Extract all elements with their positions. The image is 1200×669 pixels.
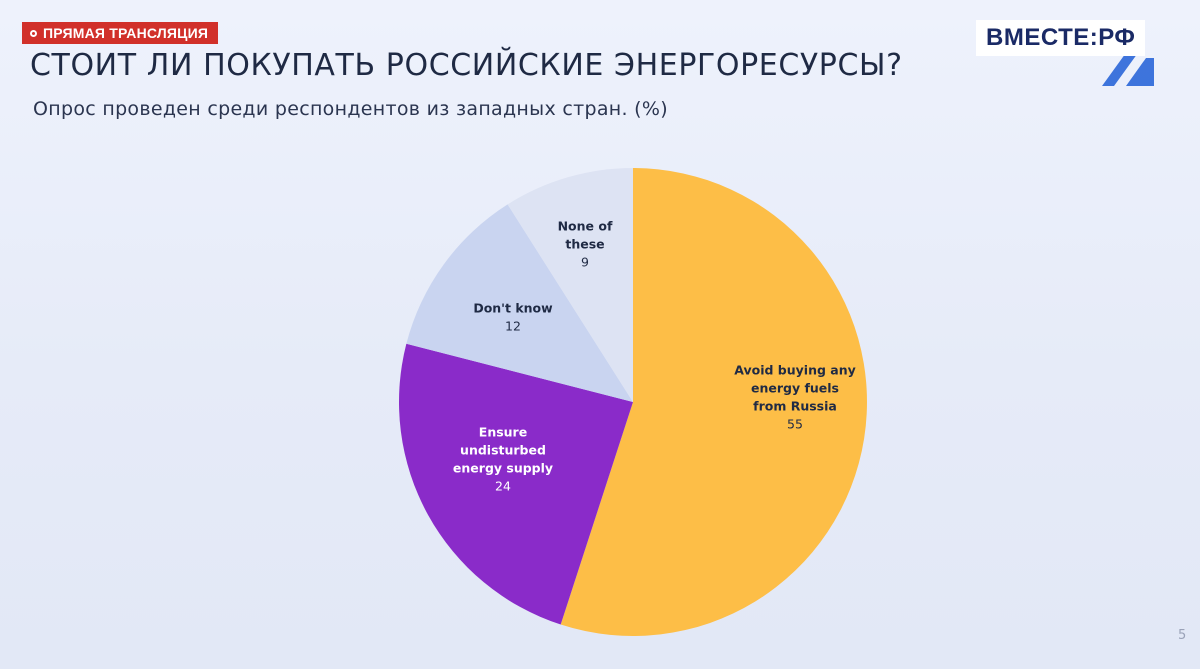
pie-slice-0-value: 55 bbox=[787, 417, 803, 432]
pie-slice-1-label-line-0: Ensure bbox=[479, 425, 527, 440]
channel-logo-mark-icon bbox=[1102, 50, 1154, 86]
slide-subtitle: Опрос проведен среди респондентов из зап… bbox=[33, 98, 668, 120]
pie-labels: Avoid buying any energy fuels from Russia 5… bbox=[453, 219, 856, 494]
live-broadcast-badge: ПРЯМАЯ ТРАНСЛЯЦИЯ bbox=[22, 22, 219, 44]
slide-title: СТОИТ ЛИ ПОКУПАТЬ РОССИЙСКИЕ ЭНЕРГОРЕСУР… bbox=[30, 48, 903, 83]
pie-slice-0-label-line-1: energy fuels bbox=[751, 381, 839, 396]
pie-slice-2-label-line-0: Don't know bbox=[473, 301, 553, 316]
pie-slice-3-label-line-0: None of bbox=[558, 219, 613, 234]
page-number: 5 bbox=[1178, 628, 1187, 643]
pie-slices bbox=[398, 168, 867, 636]
pie-slice-3-value: 9 bbox=[581, 255, 589, 270]
pie-slice-1-value: 24 bbox=[495, 479, 511, 494]
pie-slice-1 bbox=[398, 343, 633, 625]
channel-logo: ВМЕСТЕ:РФ bbox=[976, 14, 1176, 86]
live-broadcast-label: ПРЯМАЯ ТРАНСЛЯЦИЯ bbox=[43, 25, 209, 41]
pie-slice-2 bbox=[406, 204, 633, 402]
pie-slice-0-label-line-0: Avoid buying any bbox=[734, 363, 856, 378]
pie-slice-1-label-line-1: undisturbed bbox=[460, 443, 546, 458]
live-dot-icon bbox=[30, 29, 37, 37]
pie-slice-1-label-line-2: energy supply bbox=[453, 461, 553, 476]
pie-slice-0-label-line-2: from Russia bbox=[753, 399, 837, 414]
channel-logo-text: ВМЕСТЕ:РФ bbox=[976, 20, 1146, 56]
pie-slice-3-label-line-1: these bbox=[565, 237, 604, 252]
pie-slice-0 bbox=[560, 168, 867, 636]
pie-slice-3 bbox=[507, 168, 633, 402]
pie-slice-2-value: 12 bbox=[505, 319, 521, 334]
